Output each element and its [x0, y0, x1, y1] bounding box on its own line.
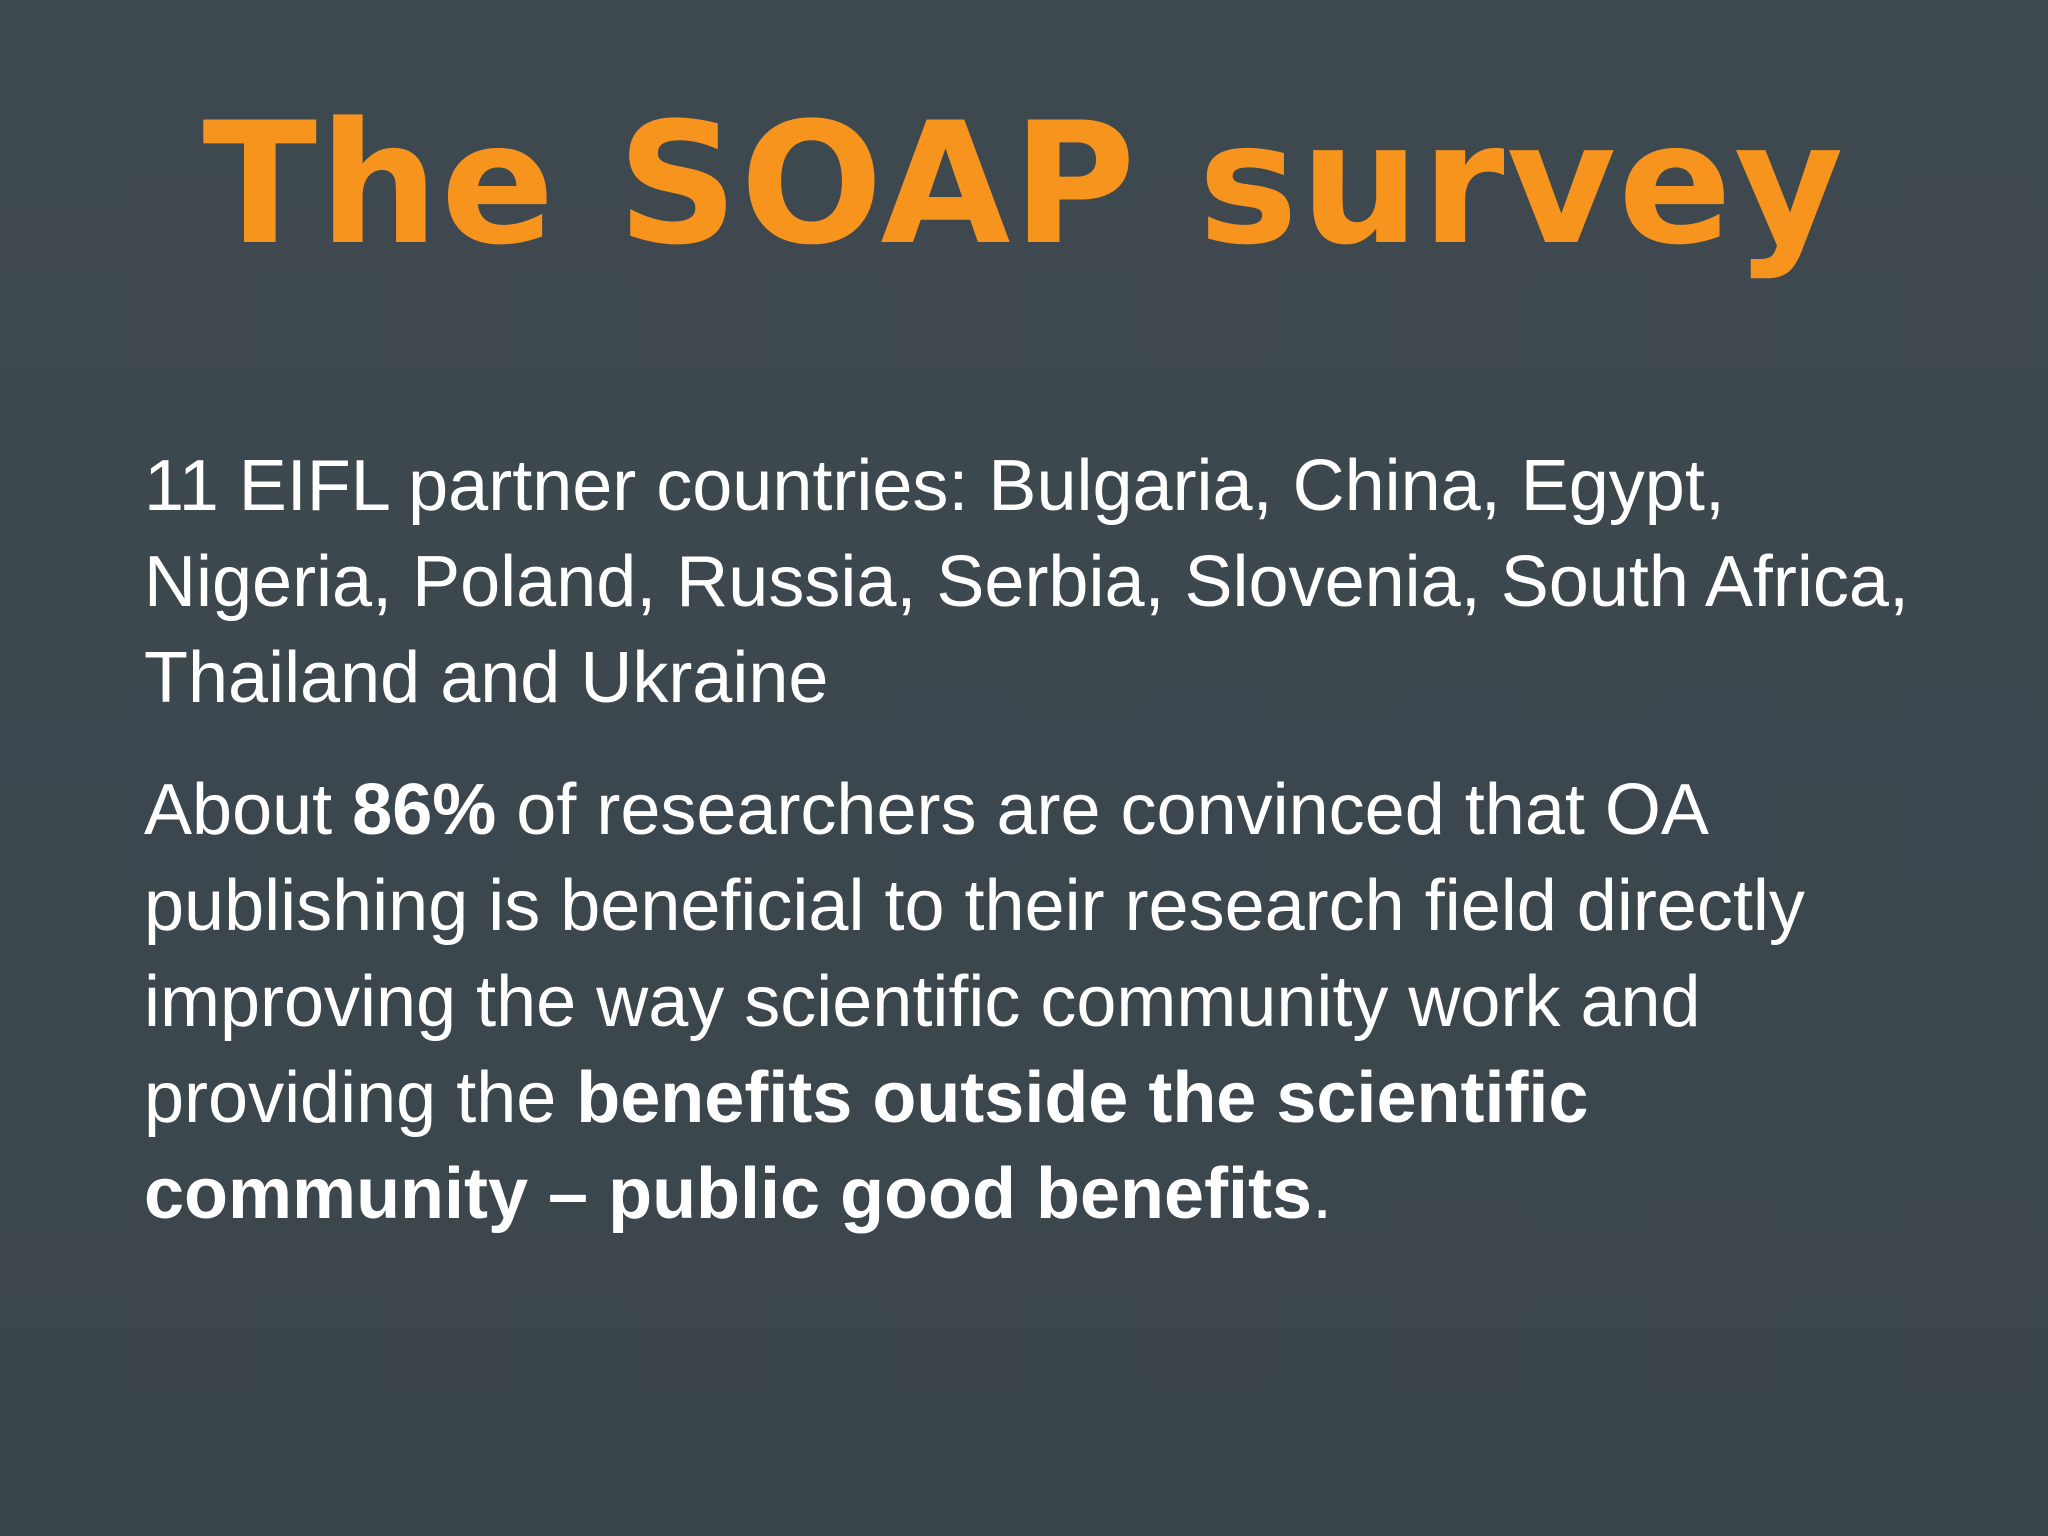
findings-paragraph: About 86% of researchers are convinced t…: [144, 762, 1924, 1242]
percentage-highlight: 86%: [352, 770, 497, 850]
countries-paragraph: 11 EIFL partner countries: Bulgaria, Chi…: [144, 446, 1909, 718]
slide-body: 11 EIFL partner countries: Bulgaria, Chi…: [144, 438, 1924, 1242]
findings-text-1: About: [144, 770, 353, 850]
findings-text-2: of researchers are convinced that OA pub…: [144, 770, 1805, 1138]
slide-title: The SOAP survey: [202, 86, 1846, 282]
benefits-highlight: benefits outside the scientific communit…: [144, 1058, 1589, 1234]
findings-text-3: .: [1312, 1154, 1333, 1234]
